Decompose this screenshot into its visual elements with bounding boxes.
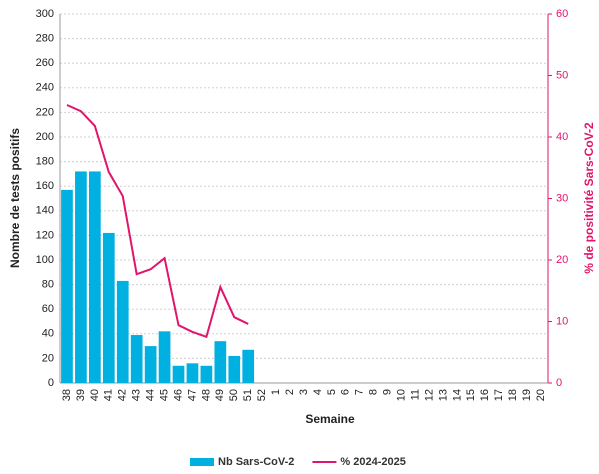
y2-tick-label: 50 [556,69,568,81]
x-tick-label: 16 [479,389,491,401]
y-tick-label: 20 [42,352,54,364]
x-tick-label: 1 [270,389,282,395]
bar [242,349,255,383]
x-tick-label: 50 [228,389,240,401]
x-tick-label: 45 [158,389,170,401]
x-tick-label: 15 [465,389,477,401]
bar [102,232,115,383]
x-tick-label: 6 [340,389,352,395]
x-tick-label: 43 [131,389,143,401]
y2-axis-title: % de positivité Sars-CoV-2 [582,122,596,274]
y2-tick-label: 40 [556,131,568,143]
y-tick-label: 0 [48,377,54,389]
bar [186,363,199,383]
y-tick-label: 40 [42,328,54,340]
x-tick-label: 17 [493,389,505,401]
y-tick-label: 280 [36,33,54,45]
y-axis-title: Nombre de tests positifs [8,128,22,268]
y-tick-label: 180 [36,156,54,168]
y2-tick-label: 10 [556,315,568,327]
bar [158,331,171,383]
y-tick-label: 120 [36,229,54,241]
y-tick-label: 80 [42,279,54,291]
y-tick-label: 160 [36,180,54,192]
x-tick-label: 51 [242,389,254,401]
y-tick-label: 60 [42,303,54,315]
line [66,104,249,339]
x-tick-label: 7 [354,389,366,395]
bar [214,341,227,383]
x-tick-label: 14 [451,389,463,401]
bar [89,171,101,383]
x-tick-label: 8 [368,389,380,395]
y2-tick-label: 0 [556,377,562,389]
y-tick-label: 240 [36,82,54,94]
y2-tick-label: 60 [556,8,568,20]
y-tick-label: 100 [36,254,54,266]
x-tick-label: 3 [298,389,310,395]
x-tick-label: 2 [284,389,296,395]
x-tick-label: 20 [535,389,547,401]
bar [200,365,213,383]
x-tick-label: 11 [409,389,421,400]
x-tick-label: 13 [437,389,449,401]
x-tick-label: 4 [312,389,324,395]
bar [172,365,185,383]
x-tick-label: 46 [172,389,184,401]
bar [144,346,157,383]
x-tick-label: 40 [89,389,101,401]
x-tick-label: 18 [507,389,519,401]
y2-tick-label: 30 [556,192,568,204]
legend-swatch [190,458,214,466]
x-tick-label: 48 [200,389,212,401]
bar [75,171,87,383]
x-tick-label: 52 [256,389,268,401]
bar [116,280,129,383]
x-tick-label: 47 [186,389,198,401]
x-tick-label: 49 [214,389,226,401]
x-tick-label: 12 [423,389,435,401]
y-tick-label: 140 [36,205,54,217]
y2-tick-label: 20 [556,254,568,266]
x-tick-label: 38 [61,389,73,401]
x-tick-label: 39 [75,389,87,401]
bar [130,335,143,383]
y-tick-label: 200 [36,131,54,143]
x-tick-label: 5 [326,389,338,395]
x-tick-label: 42 [117,389,129,401]
y-tick-label: 220 [36,106,54,118]
x-tick-label: 19 [521,389,533,401]
y-tick-label: 260 [36,57,54,69]
x-tick-label: 10 [396,389,408,401]
bar [228,355,241,383]
x-tick-label: 44 [145,389,157,401]
y-tick-label: 300 [36,8,54,20]
legend-label: % 2024-2025 [340,456,405,468]
bar [61,189,73,383]
x-axis-title: Semaine [305,412,355,426]
legend-label: Nb Sars-CoV-2 [218,456,294,468]
x-tick-label: 41 [103,389,115,401]
x-tick-label: 9 [382,389,394,395]
